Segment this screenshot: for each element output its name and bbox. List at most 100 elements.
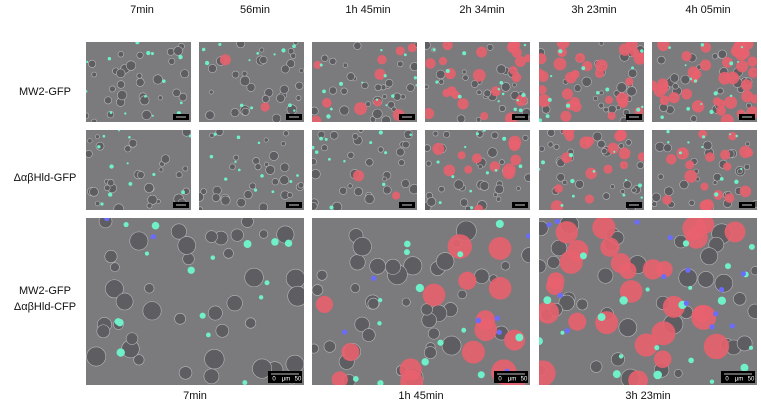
gfp-signal	[645, 287, 650, 292]
cell	[547, 255, 561, 269]
gfp-signal	[494, 169, 498, 172]
cell	[717, 49, 727, 59]
cell	[425, 144, 431, 152]
lysed-cell	[575, 52, 586, 63]
cfp-signal	[341, 329, 348, 335]
cells	[539, 218, 757, 385]
lysed-cell	[489, 161, 501, 172]
cell	[403, 130, 413, 139]
cfp-signal	[557, 292, 563, 298]
cell	[104, 96, 113, 105]
cell	[287, 285, 304, 307]
lysed-cell	[464, 165, 473, 174]
cell	[522, 134, 529, 141]
gfp-signal	[404, 240, 411, 248]
cfp-signal	[526, 233, 530, 239]
cell	[599, 90, 604, 96]
lysed-cell	[724, 95, 738, 109]
cell	[347, 151, 355, 159]
lysed-cell	[629, 47, 640, 58]
cell	[453, 179, 464, 190]
gfp-signal	[236, 135, 241, 140]
lysed-cell	[720, 113, 734, 122]
cell	[236, 42, 246, 49]
cell	[406, 83, 415, 92]
gfp-signal	[391, 94, 395, 98]
cell	[298, 68, 304, 74]
gfp-signal	[271, 238, 279, 246]
cell	[690, 115, 698, 122]
lysed-cell	[691, 100, 705, 113]
gfp-signal	[382, 182, 386, 187]
cell	[280, 141, 286, 147]
micrograph	[539, 130, 644, 210]
lysed-cell	[634, 333, 658, 357]
cell	[602, 192, 611, 200]
scale-bar-label: 50	[295, 377, 302, 383]
gfp-signal	[375, 98, 379, 101]
gfp-signal	[403, 53, 407, 57]
gfp-signal	[499, 80, 504, 85]
lysed-cell	[472, 68, 486, 82]
cell	[312, 169, 321, 180]
gfp-signal	[329, 107, 333, 111]
lysed-cell	[395, 46, 405, 56]
gfp-signal	[384, 151, 388, 155]
lysed-cell	[681, 88, 693, 100]
micrograph	[539, 42, 644, 122]
cell	[129, 231, 149, 251]
lysed-cell	[554, 184, 563, 193]
cell	[116, 80, 126, 89]
cell	[618, 318, 638, 337]
gfp-signal	[748, 243, 755, 250]
cell	[401, 297, 411, 307]
cell	[443, 130, 451, 138]
cell	[625, 139, 632, 146]
cell	[220, 195, 231, 206]
gfp-signal	[545, 114, 550, 119]
gfp-signal	[624, 178, 628, 182]
gfp-signal	[539, 168, 541, 171]
cell	[215, 324, 230, 338]
cell	[252, 358, 273, 379]
gfp-signal	[97, 145, 101, 149]
gfp-signal	[361, 81, 364, 84]
cell	[245, 317, 257, 329]
gfp-signal	[179, 101, 183, 105]
cell	[462, 74, 469, 81]
lysed-cell	[638, 52, 644, 63]
cell	[679, 179, 689, 190]
cell	[339, 186, 348, 195]
micrograph	[199, 42, 304, 122]
cell	[420, 303, 433, 316]
micrograph	[86, 42, 191, 122]
cell	[603, 106, 609, 113]
cell	[117, 51, 125, 58]
gfp-signal	[543, 296, 552, 305]
cell	[174, 312, 186, 325]
cells	[539, 130, 644, 210]
lysed-cell	[676, 147, 689, 160]
cell	[425, 42, 431, 50]
gfp-signal	[326, 114, 331, 119]
cell	[244, 267, 264, 288]
cell	[496, 64, 507, 75]
gfp-signal	[250, 106, 254, 110]
gfp-signal	[515, 333, 524, 342]
gfp-signal	[501, 92, 505, 96]
cell	[226, 295, 243, 312]
cell	[575, 179, 585, 189]
gfp-signal	[116, 318, 124, 327]
lysed-cell	[687, 66, 700, 79]
lysed-cell	[637, 152, 644, 162]
micrograph: 0 μm 50	[86, 218, 304, 385]
column-label: 4h 05min	[685, 4, 730, 16]
cell	[483, 89, 492, 98]
cell	[259, 47, 265, 53]
cells	[86, 42, 190, 122]
cfp-signal	[104, 218, 110, 222]
cell	[312, 106, 319, 116]
gfp-signal	[686, 106, 690, 111]
lysed-cell	[425, 107, 435, 120]
cell	[141, 109, 152, 120]
